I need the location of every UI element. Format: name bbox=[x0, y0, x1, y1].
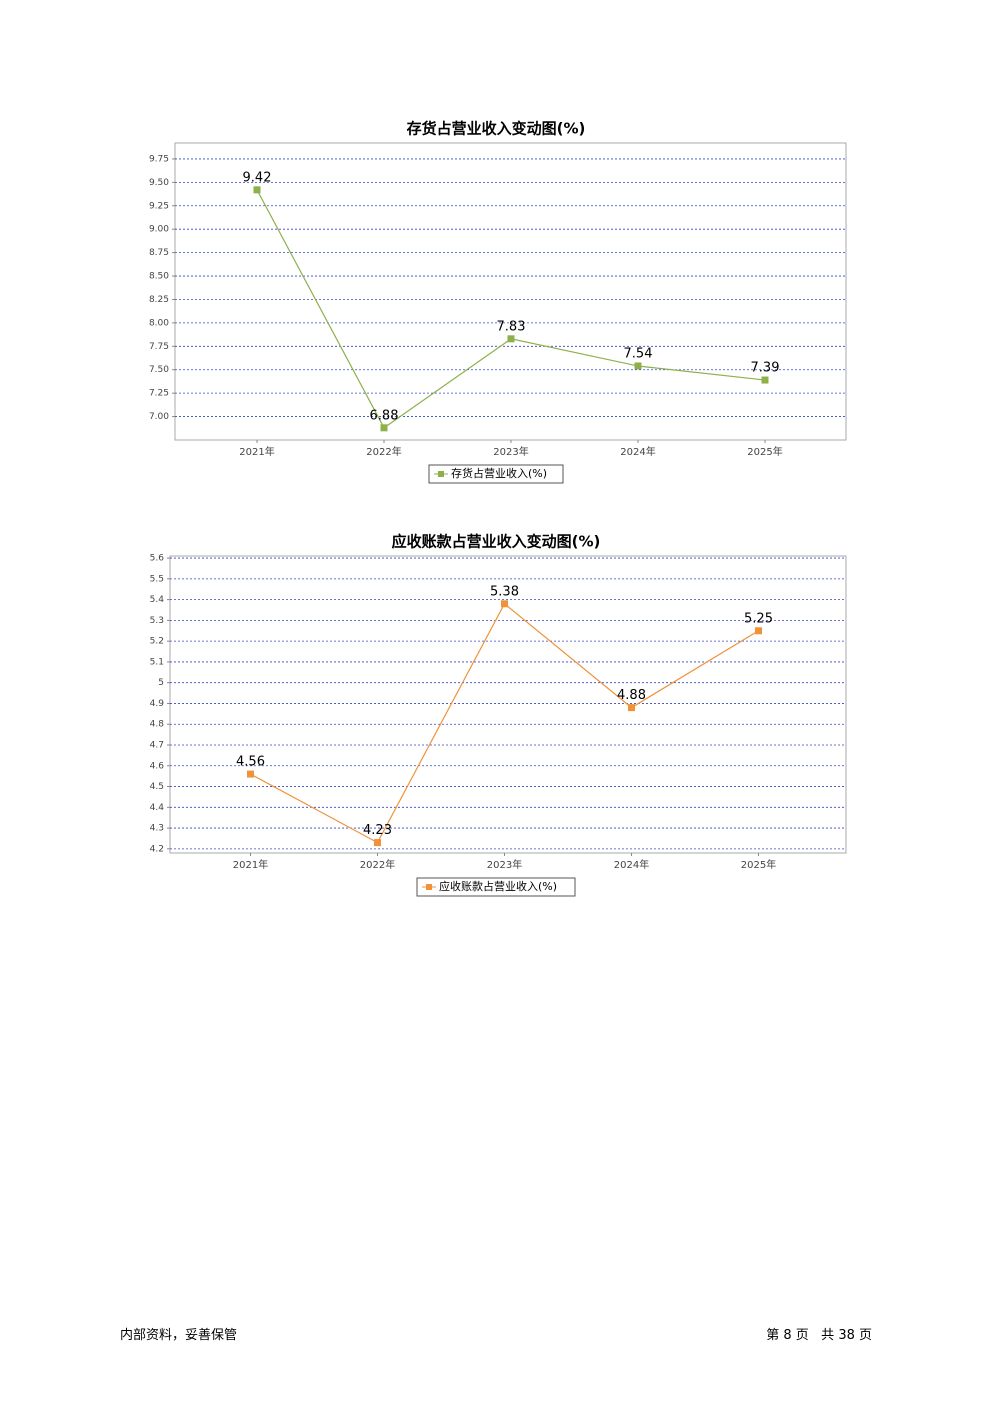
y-tick-label: 7.25 bbox=[149, 389, 169, 399]
y-tick-label: 9.25 bbox=[149, 201, 169, 211]
y-tick-label: 9.50 bbox=[149, 178, 169, 188]
x-tick-label: 2021年 bbox=[239, 445, 274, 458]
x-tick-label: 2023年 bbox=[493, 445, 528, 458]
data-point bbox=[507, 335, 515, 343]
y-tick-label: 4.7 bbox=[150, 741, 164, 751]
legend-box bbox=[416, 877, 576, 897]
y-tick-label: 4.6 bbox=[150, 761, 165, 771]
footer-page: 第 8 页 共 38 页 bbox=[766, 1328, 872, 1343]
data-label: 7.54 bbox=[624, 346, 653, 361]
y-tick-label: 4.2 bbox=[150, 844, 164, 854]
x-tick-label: 2025年 bbox=[747, 445, 782, 458]
x-tick-label: 2024年 bbox=[614, 858, 649, 871]
y-tick-label: 7.00 bbox=[149, 412, 169, 422]
data-label: 4.88 bbox=[617, 688, 646, 703]
y-tick-label: 5.5 bbox=[150, 574, 164, 584]
y-tick-label: 8.00 bbox=[149, 318, 169, 328]
data-point bbox=[501, 600, 508, 608]
charts: 存货占营业收入变动图(%) 7.00 7.25 7.50 7.75 8.00 8.25 8.5… bbox=[149, 120, 847, 897]
footer-note: 内部资料，妥善保管 bbox=[120, 1328, 238, 1343]
data-point bbox=[247, 770, 254, 778]
y-tick-label: 8.75 bbox=[149, 248, 169, 258]
legend-label: 存货占营业收入(%) bbox=[451, 466, 547, 480]
data-point bbox=[634, 362, 642, 370]
chart-title: 应收账款占营业收入变动图(%) bbox=[392, 533, 601, 551]
plot-area bbox=[174, 142, 847, 441]
chart-title: 存货占营业收入变动图(%) bbox=[407, 120, 586, 138]
data-label: 9.42 bbox=[243, 170, 272, 185]
data-point bbox=[755, 627, 762, 635]
x-tick-label: 2024年 bbox=[620, 445, 655, 458]
data-label: 6.88 bbox=[370, 408, 399, 423]
x-tick-label: 2022年 bbox=[360, 858, 395, 871]
y-tick-label: 9.00 bbox=[149, 225, 169, 235]
y-tick-label: 9.75 bbox=[149, 154, 169, 164]
y-tick-label: 4.3 bbox=[150, 824, 164, 834]
y-tick-label: 5.2 bbox=[150, 637, 164, 647]
y-tick-label: 5.3 bbox=[150, 616, 164, 626]
y-tick-label: 8.50 bbox=[149, 272, 169, 282]
x-tick-label: 2025年 bbox=[741, 858, 776, 871]
x-tick-label: 2022年 bbox=[366, 445, 401, 458]
data-point bbox=[380, 424, 388, 432]
data-label: 5.38 bbox=[490, 584, 519, 599]
legend-label: 应收账款占营业收入(%) bbox=[439, 879, 557, 893]
data-label: 4.23 bbox=[363, 823, 392, 838]
y-tick-label: 4.9 bbox=[150, 699, 165, 709]
y-tick-label: 5 bbox=[158, 678, 164, 688]
legend-swatch bbox=[438, 471, 444, 477]
y-tick-label: 7.50 bbox=[149, 365, 169, 375]
x-tick-label: 2023年 bbox=[487, 858, 522, 871]
y-tick-label: 4.8 bbox=[150, 720, 165, 730]
legend-swatch bbox=[426, 884, 432, 890]
y-tick-label: 4.5 bbox=[150, 782, 164, 792]
data-label: 7.39 bbox=[751, 361, 780, 376]
legend-box bbox=[428, 464, 564, 484]
x-tick-label: 2021年 bbox=[233, 858, 268, 871]
data-label: 5.25 bbox=[744, 611, 773, 626]
data-label: 7.83 bbox=[497, 319, 526, 334]
data-point bbox=[374, 839, 381, 847]
y-tick-label: 8.25 bbox=[149, 295, 169, 305]
data-point bbox=[253, 186, 261, 194]
y-tick-label: 5.4 bbox=[150, 595, 165, 605]
y-tick-label: 7.75 bbox=[149, 342, 169, 352]
y-tick-label: 5.1 bbox=[150, 657, 164, 667]
data-label: 4.56 bbox=[236, 755, 265, 770]
y-tick-label: 5.6 bbox=[150, 554, 165, 564]
data-point bbox=[628, 704, 635, 712]
y-tick-label: 4.4 bbox=[150, 803, 165, 813]
data-point bbox=[761, 376, 769, 384]
